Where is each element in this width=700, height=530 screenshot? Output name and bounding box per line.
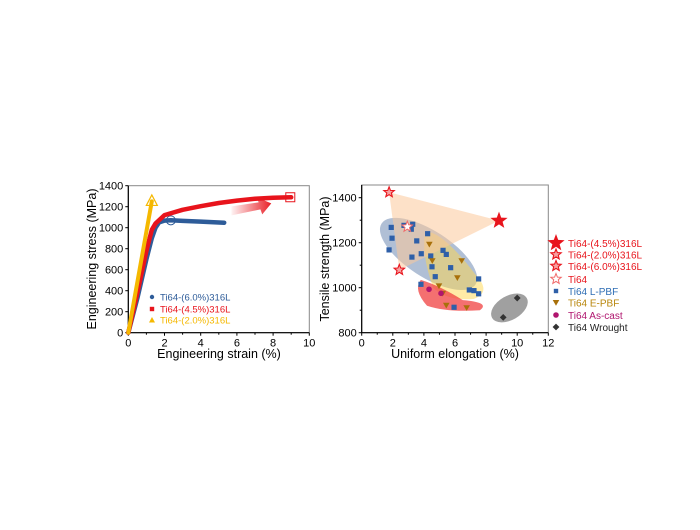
point-square bbox=[409, 254, 415, 260]
legend-marker-ti64 bbox=[549, 272, 563, 285]
left-y-tick-label: 200 bbox=[105, 307, 123, 319]
point-square bbox=[428, 253, 434, 259]
point-star-outline bbox=[392, 262, 407, 276]
legend-marker-circle bbox=[149, 294, 155, 300]
point-square bbox=[414, 238, 420, 244]
right-y-tick-label: 1400 bbox=[332, 193, 356, 205]
legend-marker-square bbox=[149, 306, 155, 312]
point-triangle-down bbox=[458, 258, 465, 264]
legend-label: Ti64 As-cast bbox=[568, 311, 623, 322]
point-square bbox=[440, 247, 446, 253]
left-x-tick-label: 8 bbox=[270, 338, 276, 350]
point-square bbox=[451, 304, 457, 310]
left-y-axis-label: Engineering stress (MPa) bbox=[85, 188, 99, 329]
point-square bbox=[476, 276, 482, 282]
right-y-tick-label: 1000 bbox=[332, 283, 356, 295]
point-triangle-down bbox=[435, 283, 443, 290]
legend-marker-ti64-2-0-316l bbox=[549, 247, 563, 261]
as-cast-region bbox=[418, 279, 483, 311]
point-square bbox=[429, 264, 435, 270]
point-square bbox=[466, 287, 472, 293]
left-y-tick-label: 1000 bbox=[99, 223, 123, 235]
legend-label: Ti64 Wrought bbox=[568, 323, 628, 334]
left-y-tick-label: 800 bbox=[105, 244, 123, 256]
right-x-tick-label: 12 bbox=[542, 338, 554, 350]
point-triangle-down bbox=[426, 241, 433, 248]
fracture-circle-marker bbox=[165, 215, 176, 226]
point-square bbox=[418, 251, 424, 257]
point-circle bbox=[426, 286, 432, 293]
point-square bbox=[410, 221, 416, 227]
right-x-tick-label: 2 bbox=[390, 338, 396, 350]
legend-label: Ti64-(6.0%)316L bbox=[160, 293, 230, 304]
left-y-tick-label: 0 bbox=[117, 328, 123, 340]
legend-marker-ti64-l-pbf bbox=[553, 288, 559, 294]
right-y-axis-label: Tensile strength (MPa) bbox=[318, 196, 332, 321]
legend-label: Ti64-(2.0%)316L bbox=[568, 251, 643, 262]
trend-arrow bbox=[231, 197, 272, 216]
point-square bbox=[388, 224, 394, 230]
point-square bbox=[476, 291, 482, 297]
legend-label: Ti64-(6.0%)316L bbox=[568, 262, 643, 273]
left-y-tick-label: 1200 bbox=[99, 202, 123, 214]
curve-triangle bbox=[126, 199, 154, 335]
point-square bbox=[432, 274, 438, 280]
point-triangle-down bbox=[442, 302, 450, 309]
legend-marker-ti64-wrought bbox=[552, 323, 560, 331]
right-y-tick-label: 1200 bbox=[332, 238, 356, 250]
point-triangle-down bbox=[463, 305, 470, 311]
legend-label: Ti64 E-PBF bbox=[568, 299, 619, 310]
point-square bbox=[448, 265, 454, 271]
left-x-axis-label: Engineering strain (%) bbox=[157, 347, 281, 361]
right-x-tick-label: 10 bbox=[511, 338, 523, 350]
point-square bbox=[443, 251, 449, 257]
point-star-large bbox=[490, 211, 508, 228]
right-x-axis-label: Uniform elongation (%) bbox=[391, 347, 519, 361]
left-y-tick-label: 600 bbox=[105, 265, 123, 277]
legend-marker-ti64-e-pbf bbox=[552, 300, 560, 306]
left-y-tick-label: 1400 bbox=[99, 181, 123, 193]
right-x-tick-label: 0 bbox=[359, 338, 365, 350]
legend-label: Ti64-(4.5%)316L bbox=[160, 305, 230, 316]
left-x-tick-label: 10 bbox=[303, 338, 315, 350]
left-x-tick-label: 6 bbox=[234, 338, 240, 350]
fracture-square-marker bbox=[285, 192, 296, 203]
legend-marker-triangle bbox=[149, 317, 155, 323]
strength-elongation-chart: Tensile strength (MPa) Uniform elongatio… bbox=[318, 184, 643, 361]
legend-label: Ti64-(4.5%)316L bbox=[568, 239, 643, 250]
left-y-tick-label: 400 bbox=[105, 286, 123, 298]
wrought-region bbox=[491, 293, 528, 323]
point-square bbox=[408, 226, 414, 232]
point-triangle-down bbox=[454, 275, 461, 281]
ti64-316l-region bbox=[389, 192, 499, 270]
legend-marker-ti64-as-cast bbox=[553, 312, 559, 318]
point-circle bbox=[438, 290, 444, 297]
legend-label: Ti64-(2.0%)316L bbox=[160, 316, 230, 327]
legend-label: Ti64 bbox=[568, 275, 588, 286]
legend-marker-ti64-4-5-316l bbox=[547, 234, 565, 251]
right-y-tick-label: 800 bbox=[338, 328, 356, 340]
right-x-tick-label: 6 bbox=[452, 338, 458, 350]
right-x-tick-label: 8 bbox=[483, 338, 489, 350]
point-square bbox=[471, 288, 477, 294]
point-star-hollow bbox=[400, 219, 414, 233]
curve-square bbox=[126, 195, 294, 335]
left-x-tick-label: 4 bbox=[198, 338, 204, 350]
point-star-outline bbox=[382, 185, 396, 198]
fracture-triangle-marker bbox=[145, 193, 159, 207]
point-diamond bbox=[513, 294, 521, 302]
point-square bbox=[418, 281, 424, 287]
right-x-tick-label: 4 bbox=[421, 338, 427, 350]
point-square bbox=[389, 235, 395, 241]
legend-marker-ti64-6-0-316l bbox=[549, 258, 563, 272]
stress-strain-chart: Engineering stress (MPa) Engineering str… bbox=[85, 181, 315, 361]
left-x-tick-label: 0 bbox=[125, 338, 131, 350]
point-triangle-down bbox=[428, 258, 436, 264]
legend-label: Ti64 L-PBF bbox=[568, 287, 618, 298]
left-x-tick-label: 2 bbox=[161, 338, 167, 350]
point-diamond bbox=[499, 314, 507, 321]
point-square bbox=[425, 231, 431, 237]
point-square bbox=[386, 247, 392, 253]
